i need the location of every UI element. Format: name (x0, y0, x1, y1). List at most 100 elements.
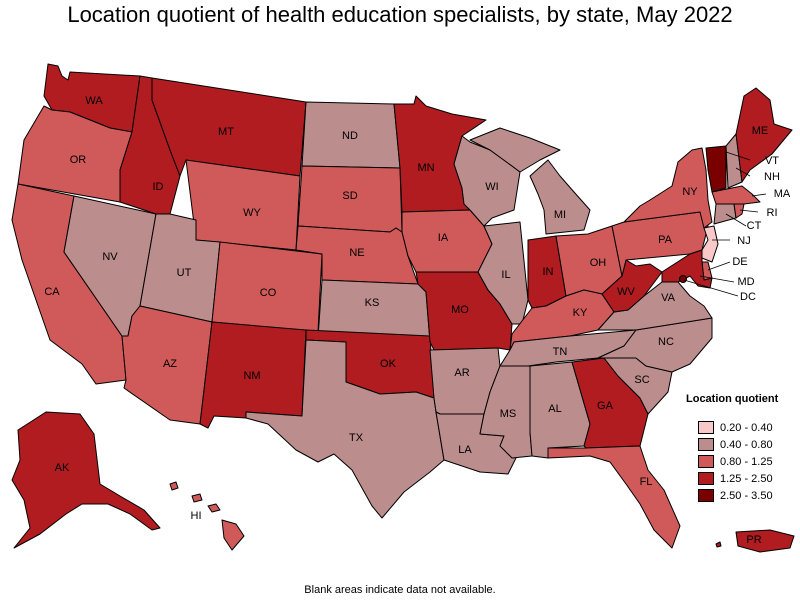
state-label-NC: NC (658, 336, 674, 348)
state-AK[interactable] (11, 411, 161, 549)
state-label-GA: GA (597, 400, 614, 412)
legend-swatch (698, 438, 714, 451)
state-RI[interactable] (733, 203, 745, 219)
legend-swatch (698, 489, 714, 502)
legend-swatch (698, 455, 714, 468)
legend-item: 0.40 - 0.80 (686, 436, 798, 453)
state-label-MA: MA (774, 188, 791, 200)
state-label-IL: IL (501, 269, 510, 281)
state-label-NY: NY (682, 186, 698, 198)
legend-item: 0.20 - 0.40 (686, 419, 798, 436)
leader-MD (699, 275, 735, 283)
leader-VT (725, 151, 751, 161)
state-label-AK: AK (55, 462, 70, 474)
legend-swatch (698, 472, 714, 485)
state-label-MT: MT (218, 126, 234, 138)
state-label-OR: OR (70, 154, 87, 166)
state-label-WI: WI (485, 181, 498, 193)
state-label-AZ: AZ (163, 358, 177, 370)
legend-item: 2.50 - 3.50 (686, 487, 798, 504)
state-label-ID: ID (153, 181, 164, 193)
state-label-IN: IN (543, 266, 554, 278)
state-label-ND: ND (342, 130, 358, 142)
legend-item: 0.80 - 1.25 (686, 453, 798, 470)
state-label-VA: VA (661, 292, 676, 304)
state-label-MN: MN (417, 162, 434, 174)
state-label-DE: DE (732, 256, 747, 268)
state-VT[interactable] (705, 145, 727, 193)
state-label-AL: AL (548, 403, 561, 415)
state-TX[interactable] (245, 339, 445, 519)
state-MD[interactable] (661, 249, 713, 289)
state-HI[interactable] (169, 481, 245, 551)
leader-DE (707, 261, 731, 271)
state-label-MO: MO (451, 304, 469, 316)
state-label-OK: OK (380, 358, 397, 370)
state-label-IA: IA (438, 232, 449, 244)
state-label-NE: NE (349, 247, 364, 259)
state-label-SD: SD (342, 190, 357, 202)
state-label-SC: SC (634, 374, 649, 386)
state-label-NM: NM (243, 370, 260, 382)
state-DC[interactable] (679, 275, 687, 283)
legend-item: 1.25 - 2.50 (686, 470, 798, 487)
state-label-PA: PA (658, 234, 673, 246)
state-label-MD: MD (737, 276, 754, 288)
state-label-CA: CA (44, 286, 60, 298)
state-NC[interactable] (597, 317, 713, 373)
state-label-CO: CO (260, 287, 277, 299)
state-label-UT: UT (177, 267, 192, 279)
state-MI[interactable] (469, 127, 591, 235)
leader-CT (725, 213, 747, 227)
state-NE[interactable] (295, 225, 419, 285)
state-MS[interactable] (479, 365, 533, 459)
state-label-HI: HI (191, 510, 202, 522)
state-label-OH: OH (590, 257, 607, 269)
state-label-NV: NV (102, 251, 118, 263)
state-label-MS: MS (500, 408, 517, 420)
state-label-MI: MI (554, 209, 566, 221)
state-label-AR: AR (454, 367, 469, 379)
state-label-PR: PR (746, 534, 761, 546)
state-label-TN: TN (553, 346, 568, 358)
state-label-VT: VT (765, 155, 779, 167)
state-label-KS: KS (365, 297, 380, 309)
leader-MA (751, 193, 767, 197)
state-NJ[interactable] (701, 225, 719, 263)
pr-vieques (715, 541, 722, 548)
state-WI[interactable] (453, 135, 521, 227)
state-label-WA: WA (85, 95, 103, 107)
legend-label: 0.20 - 0.40 (720, 421, 773, 434)
state-labels: WA OR CA NV ID MT WY UT AZ CO NM ND SD NE KS OK TX MN IA MO… (44, 95, 791, 546)
leader-RI (739, 209, 759, 213)
state-label-WV: WV (617, 286, 635, 298)
state-FL[interactable] (547, 445, 681, 549)
legend-label: 0.40 - 0.80 (720, 438, 773, 451)
state-label-WY: WY (243, 207, 261, 219)
legend-label: 1.25 - 2.50 (720, 472, 773, 485)
leader-NH (735, 167, 751, 177)
state-IL[interactable] (477, 221, 529, 325)
state-CT[interactable] (713, 203, 737, 225)
legend-label: 0.80 - 1.25 (720, 455, 773, 468)
state-WY[interactable] (185, 159, 301, 251)
state-label-KY: KY (573, 307, 588, 319)
state-label-NJ: NJ (737, 235, 750, 247)
state-label-ME: ME (752, 125, 769, 137)
state-label-CT: CT (747, 220, 762, 232)
state-label-NH: NH (764, 171, 780, 183)
legend: Location quotient 0.20 - 0.40 0.40 - 0.8… (686, 393, 798, 504)
map-title: Location quotient of health education sp… (67, 2, 733, 27)
legend-title: Location quotient (686, 393, 779, 405)
state-label-TX: TX (349, 432, 364, 444)
state-label-DC: DC (740, 291, 756, 303)
state-ME[interactable] (735, 87, 793, 183)
legend-label: 2.50 - 3.50 (720, 489, 773, 502)
state-label-FL: FL (640, 476, 653, 488)
legend-swatch (698, 421, 714, 434)
state-label-LA: LA (458, 444, 472, 456)
state-PR[interactable] (735, 529, 795, 553)
footnote: Blank areas indicate data not available. (304, 584, 496, 596)
state-label-RI: RI (767, 207, 778, 219)
